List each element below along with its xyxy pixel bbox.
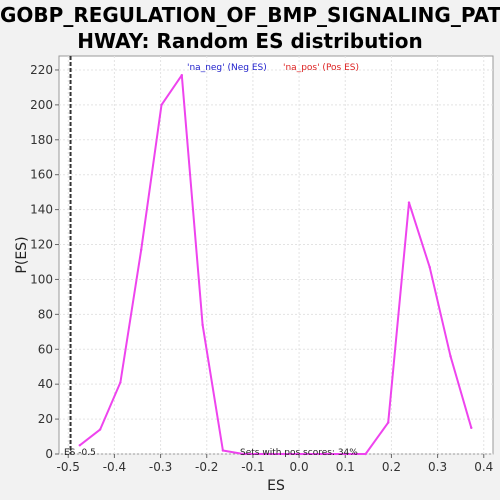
data-point [344, 452, 347, 456]
data-point [323, 452, 327, 456]
y-tick-label: 160 [30, 168, 53, 182]
data-point [160, 103, 163, 107]
y-tick-label: 180 [30, 133, 53, 147]
legend-neg: 'na_neg' (Neg ES) [187, 63, 267, 73]
y-tick-label: 80 [38, 307, 53, 321]
legend-pos: 'na_pos' (Pos ES) [283, 63, 359, 73]
series-group [69, 56, 473, 456]
data-point [139, 248, 143, 251]
data-point [303, 452, 306, 456]
y-axis-label: P(ES) [14, 236, 30, 273]
x-tick-label: 0.1 [336, 460, 355, 474]
chart-title-line2: HWAY: Random ES distribution [77, 29, 423, 53]
chart-title-line1: GOBP_REGULATION_OF_BMP_SIGNALING_PAT [0, 3, 500, 27]
x-tick-label: -0.1 [241, 460, 264, 474]
x-tick-label: 0.2 [382, 460, 401, 474]
data-point [221, 449, 225, 452]
data-point [470, 426, 473, 430]
ticks: 0 20 40 60 80 100 120 140 160 180 200 220 -0.5 -0.4 -0… [30, 63, 493, 474]
chart-title: GOBP_REGULATION_OF_BMP_SIGNALING_PAT HWA… [0, 0, 500, 54]
y-tick-label: 140 [30, 203, 53, 217]
data-point [282, 452, 286, 456]
data-point [386, 421, 390, 424]
x-tick-label: -0.2 [195, 460, 218, 474]
pos-scores-annotation: Sets with pos scores: 34% [240, 448, 358, 458]
plot-area [58, 55, 494, 455]
y-tick-label: 100 [30, 272, 53, 286]
data-point [201, 323, 204, 327]
data-point [428, 266, 431, 269]
data-point [180, 74, 184, 77]
x-tick-label: -0.5 [57, 460, 80, 474]
data-point [262, 452, 265, 456]
x-tick-label: 0.0 [290, 460, 309, 474]
x-tick-label: 0.4 [474, 460, 493, 474]
es-annotation: ES -0.5 [64, 448, 96, 458]
data-point [242, 452, 245, 456]
es-distribution-line [79, 74, 473, 455]
y-tick-label: 200 [30, 98, 53, 112]
y-tick-label: 40 [38, 377, 53, 391]
y-tick-label: 60 [38, 342, 53, 356]
x-tick-label: -0.3 [149, 460, 172, 474]
x-tick-label: 0.3 [428, 460, 447, 474]
y-tick-label: 220 [30, 63, 53, 77]
y-tick-label: 0 [45, 447, 53, 461]
data-point [449, 355, 452, 358]
x-tick-label: -0.4 [103, 460, 126, 474]
data-point [364, 452, 367, 456]
data-point [98, 428, 102, 431]
y-tick-label: 120 [30, 238, 53, 252]
legend: 'na_neg' (Neg ES) 'na_pos' (Pos ES) [187, 63, 359, 73]
data-point [119, 381, 122, 384]
x-axis-label: ES [267, 478, 285, 494]
y-tick-label: 20 [38, 412, 53, 426]
data-point [407, 201, 411, 204]
data-point [78, 444, 81, 447]
